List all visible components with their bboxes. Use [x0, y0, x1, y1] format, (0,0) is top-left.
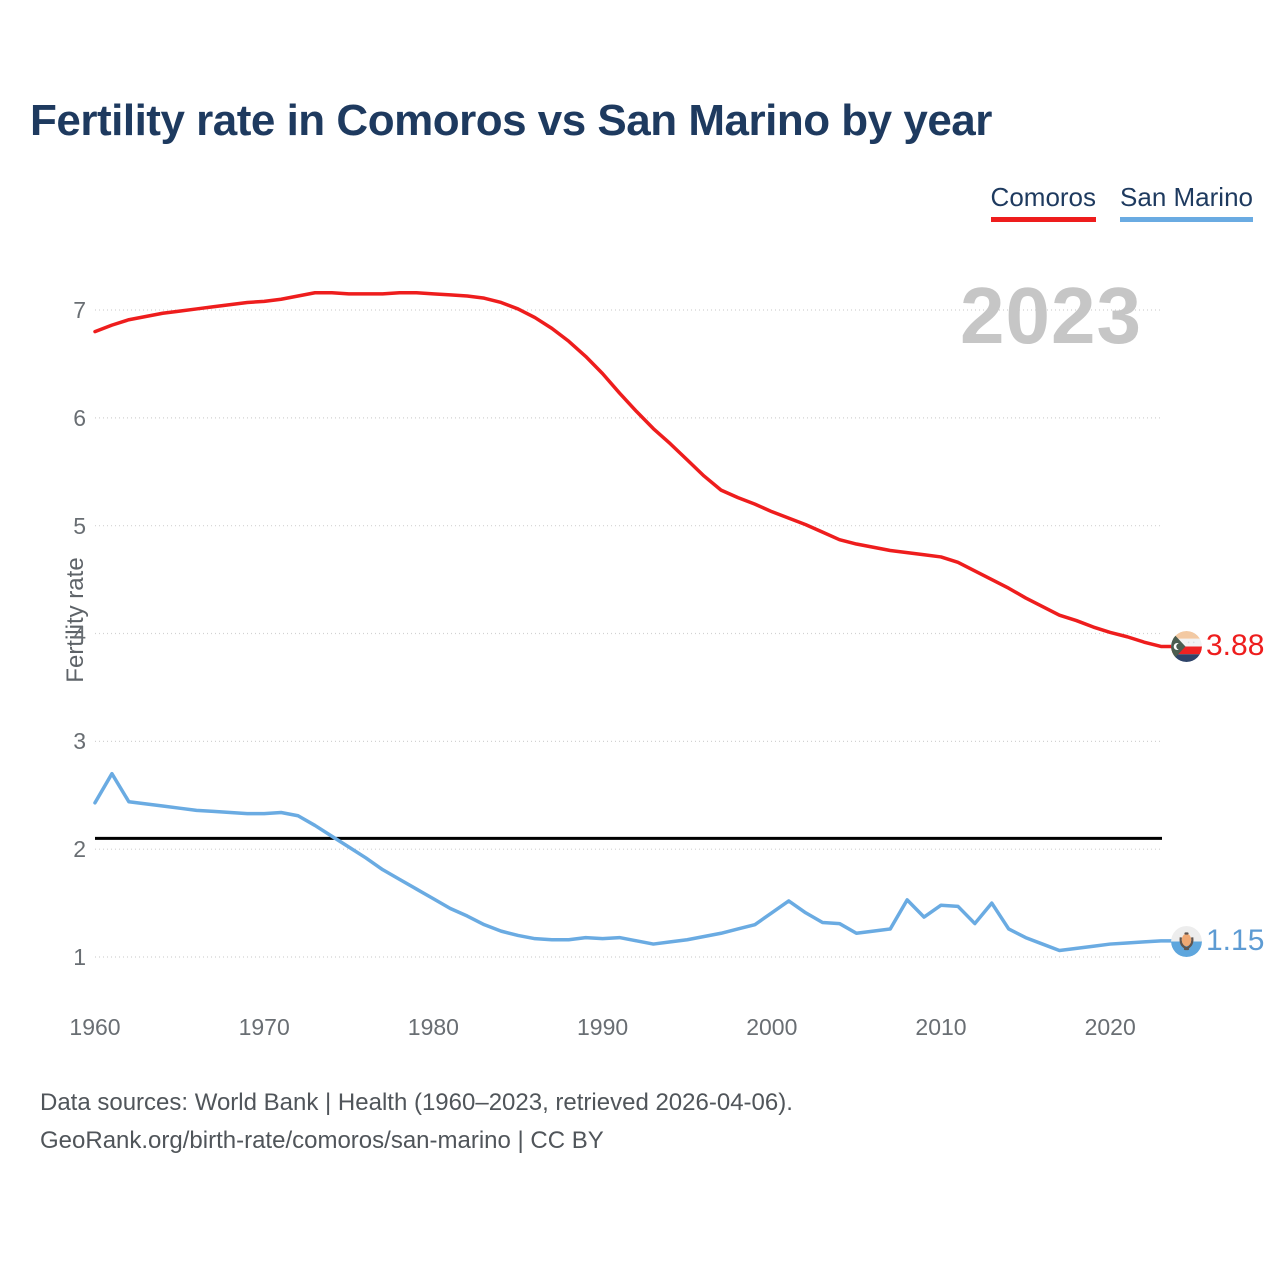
- x-tick-label: 1970: [238, 1014, 290, 1040]
- legend-item-san-marino[interactable]: San Marino: [1120, 182, 1253, 222]
- san-marino-end-value: 1.15: [1206, 924, 1265, 957]
- y-tick-label: 5: [73, 512, 86, 539]
- y-tick-label: 2: [73, 836, 86, 863]
- y-tick-label: 6: [73, 404, 86, 431]
- y-tick-label: 1: [73, 944, 86, 970]
- attribution-footer: Data sources: World Bank | Health (1960–…: [40, 1084, 793, 1160]
- comoros-flag-icon: [1171, 631, 1202, 662]
- x-tick-label: 1990: [577, 1014, 629, 1040]
- x-tick-label: 2000: [746, 1014, 798, 1040]
- x-tick-label: 1980: [407, 1014, 459, 1040]
- page-title: Fertility rate in Comoros vs San Marino …: [30, 96, 992, 145]
- san-marino-flag-icon: [1171, 926, 1202, 957]
- y-tick-label: 7: [73, 297, 86, 324]
- fertility-line-chart: [93, 291, 1176, 958]
- comoros-end-value: 3.88: [1206, 629, 1265, 662]
- x-tick-label: 2020: [1084, 1014, 1136, 1040]
- y-tick-label: 4: [73, 620, 86, 647]
- x-tick-label: 1960: [69, 1014, 121, 1040]
- comoros-line: [93, 291, 1176, 649]
- y-tick-label: 3: [73, 728, 86, 755]
- source-url-text[interactable]: GeoRank.org/birth-rate/comoros/san-marin…: [40, 1127, 604, 1154]
- x-tick-label: 2010: [915, 1014, 967, 1040]
- san-marino-line: [93, 771, 1176, 953]
- legend-item-comoros[interactable]: Comoros: [990, 182, 1097, 222]
- data-sources-text: Data sources: World Bank | Health (1960–…: [40, 1089, 793, 1116]
- chart-legend: Comoros San Marino: [990, 182, 1253, 222]
- year-watermark: 2023: [960, 271, 1142, 360]
